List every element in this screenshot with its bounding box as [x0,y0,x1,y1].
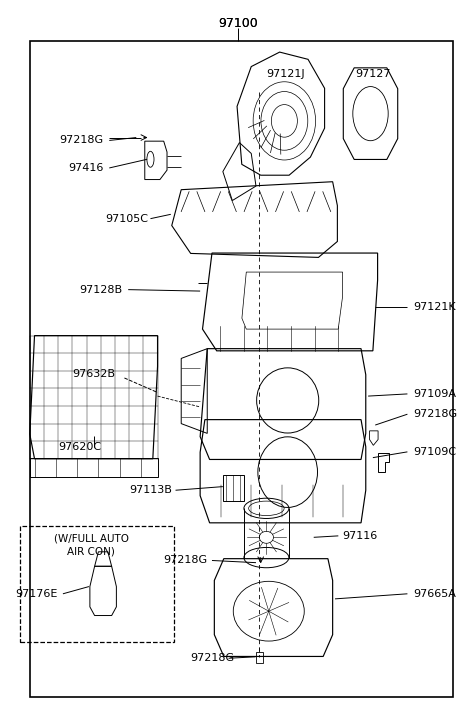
Text: 97620C: 97620C [58,442,101,451]
Text: 97176E: 97176E [15,589,57,599]
Text: (W/FULL AUTO: (W/FULL AUTO [54,534,129,544]
Text: 97109C: 97109C [413,447,456,457]
Text: AIR CON): AIR CON) [68,547,115,557]
Bar [30,457,158,477]
Text: 97665A: 97665A [413,589,456,599]
Text: 97109A: 97109A [413,389,456,399]
Text: 97105C: 97105C [105,214,148,224]
Text: 97218G: 97218G [190,654,234,663]
Text: 97218G: 97218G [59,135,103,145]
Bar [20,526,174,643]
Text: 97416: 97416 [68,163,103,173]
Text: 97127: 97127 [355,69,391,79]
Text: 97218G: 97218G [163,555,207,566]
Text: 97121J: 97121J [266,69,305,79]
Text: 97100: 97100 [218,17,258,30]
Text: 97116: 97116 [342,531,377,541]
Bar [30,41,453,696]
Text: 97121K: 97121K [413,302,456,312]
Text: 97128B: 97128B [79,285,122,294]
Bar [223,475,244,501]
Text: 97218G: 97218G [413,409,457,419]
Text: 97100: 97100 [218,17,258,30]
Bar [256,652,263,662]
Text: 97113B: 97113B [129,485,172,495]
Text: 97632B: 97632B [72,369,115,379]
